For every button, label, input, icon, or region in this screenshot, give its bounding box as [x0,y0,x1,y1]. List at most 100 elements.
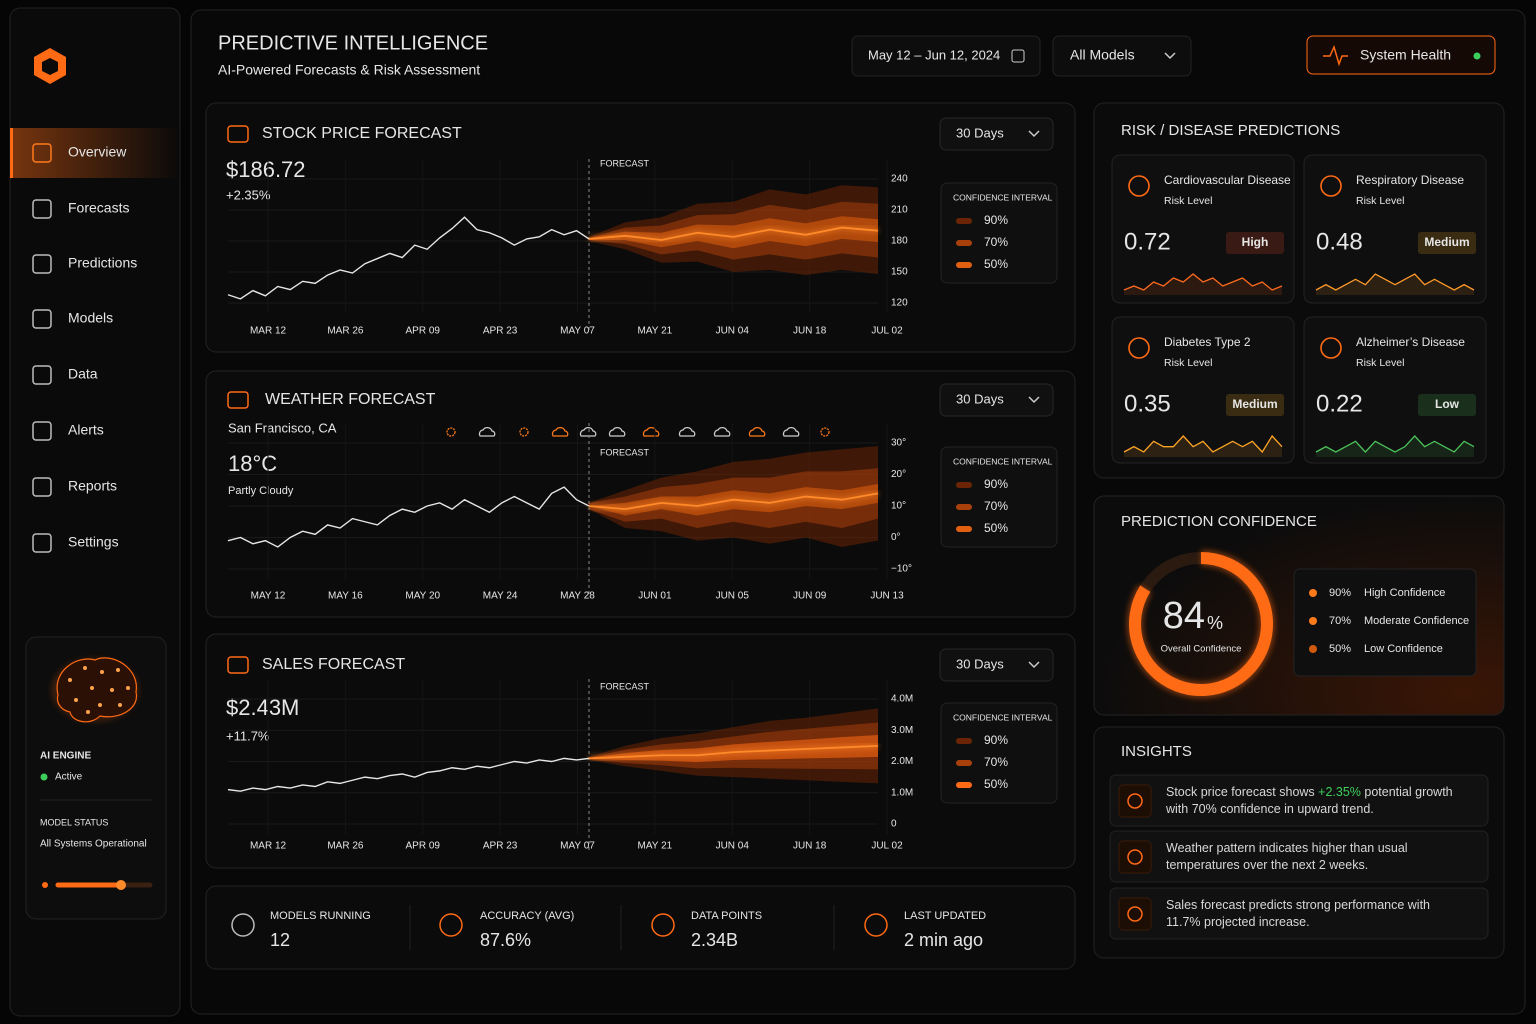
chevron [1028,661,1040,669]
y-tick-label: 0° [891,532,901,543]
risk-value: 0.22 [1316,390,1363,417]
sparkline-fill [1124,274,1282,295]
insight-icon-mark [1127,906,1143,922]
insight-text: Weather pattern indicates higher than us… [1166,841,1408,855]
stat-value: 2.34B [691,930,738,950]
x-tick-label: MAY 24 [483,591,518,602]
weather-icon [748,427,766,437]
confidence-title: PREDICTION CONFIDENCE [1121,513,1317,530]
nav-item[interactable]: Reports [68,478,117,494]
page-title: PREDICTIVE INTELLIGENCE [218,32,488,54]
brain-node [86,710,90,714]
risk-name: Respiratory Disease [1356,173,1464,187]
brain-node [118,703,122,707]
range-select[interactable] [939,117,1054,151]
legend-box [940,702,1058,804]
confidence-caption: Overall Confidence [1161,644,1242,655]
confidence-unit: % [1207,613,1223,633]
x-tick-label: MAY 16 [328,591,363,602]
y-tick-label: 180 [891,236,908,247]
system-health[interactable] [1306,35,1496,75]
nav-item[interactable]: Predictions [68,255,137,271]
y-tick-label: 2.0M [891,756,913,767]
nav-item[interactable]: Models [68,310,113,326]
risk-icon [1128,175,1150,197]
weather-icon [642,427,660,437]
nav-active-bg [10,128,180,178]
range-label: 30 Days [956,391,1004,406]
chart-title: WEATHER FORECAST [265,391,436,408]
sparkline [1123,434,1283,454]
date-range: May 12 – Jun 12, 2024 [868,47,1000,62]
x-tick-label: JUN 09 [793,591,827,602]
nav-icon [32,143,52,163]
nav-item[interactable]: Settings [68,534,119,550]
nav-icon [32,309,52,329]
nav-active-bar [10,128,13,178]
y-tick-label: 150 [891,267,908,278]
brain [56,657,138,723]
brain-node [100,670,104,674]
risk-name: Cardiovascular Disease [1164,173,1291,187]
sparkline [1315,435,1475,453]
sparkline-fill [1316,274,1474,295]
date-picker[interactable] [851,35,1041,77]
y-tick-label: 210 [891,205,908,216]
stat-label: MODELS RUNNING [270,910,371,922]
range-select[interactable] [939,648,1054,682]
x-tick-label: JUN 18 [793,326,827,337]
risk-level: High [1242,235,1269,249]
condition: Partly Cloudy [228,485,294,497]
stat-value: 12 [270,930,290,950]
nav-item[interactable]: Overview [68,144,127,160]
x-tick-label: JUN 04 [716,326,750,337]
legend-box [940,446,1058,548]
insight-part: with 70% confidence in upward trend. [1165,802,1374,816]
insight-icon-mark [1127,849,1143,865]
x-tick-label: MAY 12 [251,591,286,602]
risk-level: Medium [1424,235,1469,249]
legend-swatch [956,782,972,788]
risk-sub: Risk Level [1164,357,1212,369]
legend-label: 50% [984,777,1008,791]
legend-dot [1309,589,1317,597]
chevron [1028,130,1040,138]
brain-node [98,703,102,707]
weather-icon [551,427,569,437]
stats-bar [205,885,1076,970]
legend-swatch [956,218,972,224]
donut-arc [1129,552,1273,696]
confidence-legend [1293,568,1477,677]
stat-value: 87.6% [480,930,531,950]
y-tick-label: −10° [891,564,912,575]
slider-dot [42,882,48,888]
risk-value: 0.35 [1124,390,1171,417]
x-tick-label: JUN 04 [716,841,750,852]
risk-badge [1418,232,1476,254]
chart-icon [227,125,249,143]
insight-icon [1118,897,1152,931]
range-select[interactable] [939,383,1054,417]
brain-node [83,666,87,670]
stat-label: LAST UPDATED [904,910,986,922]
legend-dot [1309,617,1317,625]
pulse-icon [1323,44,1348,67]
legend-text: Low Confidence [1364,643,1443,655]
insight-part: Sales forecast predicts strong performan… [1166,898,1430,912]
insight-part: 11.7% projected increase. [1166,915,1310,929]
x-tick-label: MAY 20 [405,591,440,602]
x-tick-label: APR 09 [406,841,441,852]
legend-swatch [956,738,972,744]
nav-item[interactable]: Data [68,366,98,382]
insight-text: temperatures over the next 2 weeks. [1166,858,1368,872]
model-select[interactable] [1052,35,1192,77]
brain-node [74,698,78,702]
legend-label: 50% [1329,643,1351,655]
sparkline-fill [1124,436,1282,457]
nav-item[interactable]: Forecasts [68,200,129,216]
nav-item[interactable]: Alerts [68,422,104,438]
legend-swatch [956,526,972,532]
risk-level: Medium [1232,397,1277,411]
forecast-line [588,744,879,760]
nav-icon [32,254,52,274]
